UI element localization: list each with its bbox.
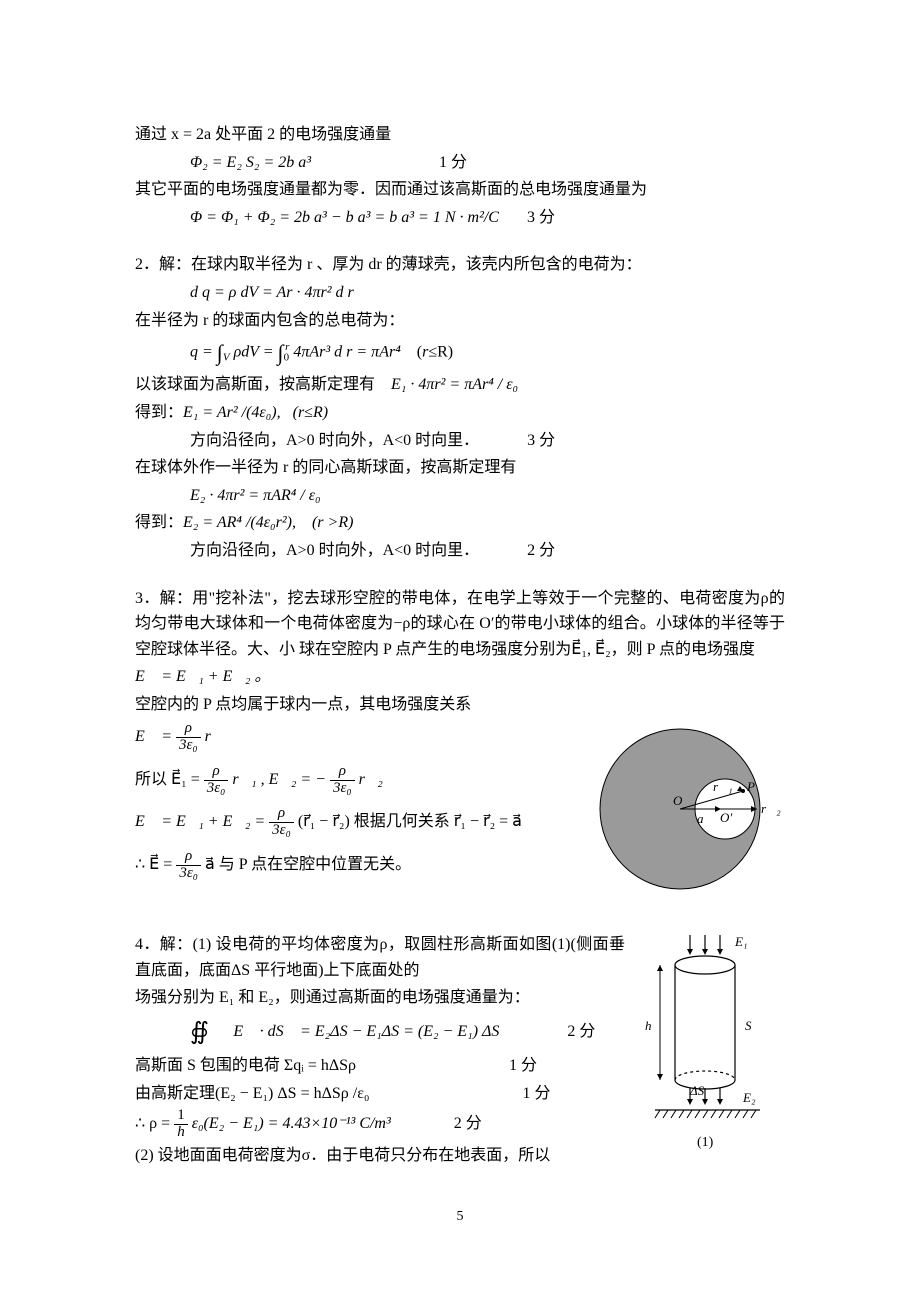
svg-text:ΔS: ΔS — [689, 1083, 705, 1098]
svg-text:S: S — [745, 1018, 752, 1033]
equation-line: 高斯面 S 包围的电荷 Σqᵢ = hΔSρ 1 分 — [135, 1053, 625, 1079]
text-line: 2．解：在球内取半径为 r 、厚为 dr 的薄球壳，该壳内所包含的电荷为： — [135, 252, 785, 278]
text-line: 空腔内的 P 点均属于球内一点，其电场强度关系 — [135, 692, 785, 718]
section-3: 3．解：用"挖补法"，挖去球形空腔的带电体，在电学上等效于一个完整的、电荷密度为… — [135, 586, 785, 909]
svg-text:h: h — [645, 1018, 652, 1033]
text-line: 通过 x = 2a 处平面 2 的电场强度通量 — [135, 122, 785, 148]
text-line: (2) 设地面面电荷密度为σ．由于电荷只分布在地表面，所以 — [135, 1143, 625, 1169]
section-4: 4．解：(1) 设电荷的平均体密度为ρ，取圆柱形高斯面如图(1)(侧面垂直底面，… — [135, 930, 785, 1170]
text-paragraph: 4．解：(1) 设电荷的平均体密度为ρ，取圆柱形高斯面如图(1)(侧面垂直底面，… — [135, 932, 625, 983]
figure-sphere-cavity: O O′ P r⃗₁ r⃗₂ a⃗ — [585, 719, 785, 908]
equation-line: 得到：E₁ = Ar² /(4ε₀), (r≤R) — [135, 400, 785, 426]
section-2: 2．解：在球内取半径为 r 、厚为 dr 的薄球壳，该壳内所包含的电荷为： d … — [135, 252, 785, 563]
svg-text:P: P — [746, 779, 755, 794]
text-line: 在球体外作一半径为 r 的同心高斯球面，按高斯定理有 — [135, 455, 785, 481]
text-line: 其它平面的电场强度通量都为零．因而通过该高斯面的总电场强度通量为 — [135, 177, 785, 203]
equation-line: ∯ ∯ E⃗ · dS⃗ = E₂ΔS − E₁ΔS = (E₂ − E₁) Δ… — [135, 1013, 625, 1051]
equation-line: E₂ · 4πr² = πAR⁴ / ε₀ — [135, 483, 785, 509]
equation-line: ∴ E⃗ = ρ3ε₀ a⃗ 与 P 点在空腔中位置无关。 — [135, 849, 575, 882]
text-line: 方向沿径向，A>0 时向外，A<0 时向里． 3 分 — [135, 428, 785, 454]
equation-line: 得到：E₂ = AR⁴ /(4ε₀r²), (r >R) — [135, 510, 785, 536]
svg-text:E₁: E₁ — [734, 934, 747, 949]
equation-line: d q = ρ dV = Ar · 4πr² d r — [135, 280, 785, 306]
equation-line: ∴ ρ = 1h ε₀(E₂ − E₁) = 4.43×10⁻¹³ C/m³ 2… — [135, 1108, 625, 1141]
figure-cylinder: E₁ h S ΔS E₂ — [635, 930, 785, 1169]
svg-text:r⃗₁: r⃗₁ — [713, 779, 733, 794]
equation-line: 由高斯定理(E₂ − E₁) ΔS = hΔSρ /ε₀ 1 分 — [135, 1081, 625, 1107]
equation-line: 所以 E⃗₁ = ρ3ε₀ r⃗₁ , E⃗₂ = − ρ3ε₀ r⃗₂ — [135, 764, 575, 797]
svg-text:O′: O′ — [720, 810, 732, 825]
equation-line: E⃗ = ρ3ε₀ r⃗ — [135, 721, 575, 754]
equation-line: q = ∫V ρdV = ∫0r 4πAr³ d r = πAr⁴ (r≤R) — [135, 335, 785, 370]
text-paragraph: 3．解：用"挖补法"，挖去球形空腔的带电体，在电学上等效于一个完整的、电荷密度为… — [135, 586, 785, 663]
equation-line: Φ = Φ₁ + Φ₂ = 2b a³ − b a³ = b a³ = 1 N … — [135, 205, 785, 231]
page-number: 5 — [135, 1206, 785, 1228]
text-line: 场强分别为 E₁ 和 E₂，则通过高斯面的电场强度通量为： — [135, 985, 625, 1011]
equation-line: E⃗ = E⃗₁ + E⃗₂ = ρ3ε₀ (r⃗₁ − r⃗₂) 根据几何关系… — [135, 806, 575, 839]
svg-text:(1): (1) — [697, 1135, 714, 1150]
svg-text:r⃗₂: r⃗₂ — [761, 801, 781, 816]
svg-text:E₂: E₂ — [742, 1090, 756, 1105]
section-1: 通过 x = 2a 处平面 2 的电场强度通量 Φ₂ = E₂ S₂ = 2b … — [135, 122, 785, 230]
svg-text:a⃗: a⃗ — [697, 811, 714, 826]
svg-text:O: O — [673, 793, 683, 808]
equation-line: E⃗ = E⃗₁ + E⃗₂ 。 — [135, 664, 785, 690]
equation-line: 以该球面为高斯面，按高斯定理有 E₁ · 4πr² = πAr⁴ / ε₀ — [135, 372, 785, 398]
text-line: 在半径为 r 的球面内包含的总电荷为： — [135, 308, 785, 334]
equation-line: Φ₂ = E₂ S₂ = 2b a³ 1 分 — [135, 150, 785, 176]
text-line: 方向沿径向，A>0 时向外，A<0 时向里． 2 分 — [135, 538, 785, 564]
